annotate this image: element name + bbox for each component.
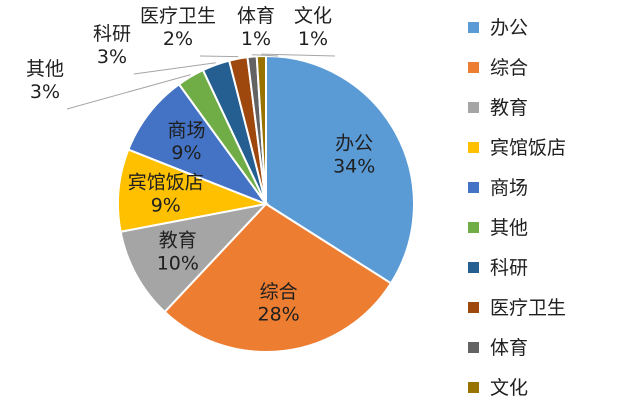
legend-label-7: 医疗卫生 — [490, 297, 566, 319]
slice-label-4: 商场 9% — [167, 119, 205, 164]
legend-label-2: 教育 — [490, 97, 528, 119]
legend-swatch-6 — [468, 262, 479, 273]
pie-slice-3 — [116, 148, 270, 233]
pie-slice-1 — [163, 202, 393, 353]
slice-label-0: 办公 34% — [333, 133, 375, 178]
legend-label-3: 宾馆饭店 — [490, 137, 566, 159]
legend-swatch-5 — [468, 222, 479, 233]
legend-label-8: 体育 — [490, 337, 528, 359]
legend-swatch-2 — [468, 102, 479, 113]
pie-slice-2 — [119, 202, 269, 314]
leader-line-7 — [199, 55, 239, 58]
legend-swatch-7 — [468, 302, 479, 313]
slice-labels: 办公 34% 综合 28% 教育 10% 宾馆饭店 9% 商场 9% 其他 3% 科研 3%医疗卫生 2% 体… — [26, 5, 375, 326]
legend-label-4: 商场 — [490, 177, 528, 199]
leader-line-9 — [261, 53, 336, 57]
legend-label-5: 其他 — [490, 217, 528, 239]
pie-slice-4 — [127, 82, 269, 207]
legend-label-6: 科研 — [490, 257, 528, 279]
slice-label-8: 体育 1% — [237, 5, 275, 50]
legend-label-1: 综合 — [490, 57, 528, 79]
legend-swatch-0 — [468, 22, 479, 33]
slice-label-3: 宾馆饭店 9% — [128, 172, 204, 217]
slice-label-6: 科研 3% — [93, 23, 131, 68]
pie-slices — [116, 54, 415, 353]
leader-line-5 — [66, 74, 191, 110]
legend-swatch-4 — [468, 182, 479, 193]
slice-label-5: 其他 3% — [26, 58, 64, 103]
leader-lines — [66, 53, 336, 110]
slice-label-1: 综合 28% — [257, 281, 299, 326]
legend-swatch-3 — [468, 142, 479, 153]
pie-slice-9 — [255, 54, 267, 205]
slice-label-7: 医疗卫生 2% — [140, 5, 216, 50]
legend-swatch-1 — [468, 62, 479, 73]
legend-label-0: 办公 — [490, 17, 528, 39]
slice-label-9: 文化 1% — [294, 5, 332, 50]
legend-swatch-8 — [468, 342, 479, 353]
leader-line-6 — [133, 62, 216, 75]
legend-swatch-9 — [468, 382, 479, 393]
legend-label-9: 文化 — [490, 377, 528, 399]
leader-line-8 — [252, 54, 279, 57]
slice-label-2: 教育 10% — [157, 229, 199, 274]
